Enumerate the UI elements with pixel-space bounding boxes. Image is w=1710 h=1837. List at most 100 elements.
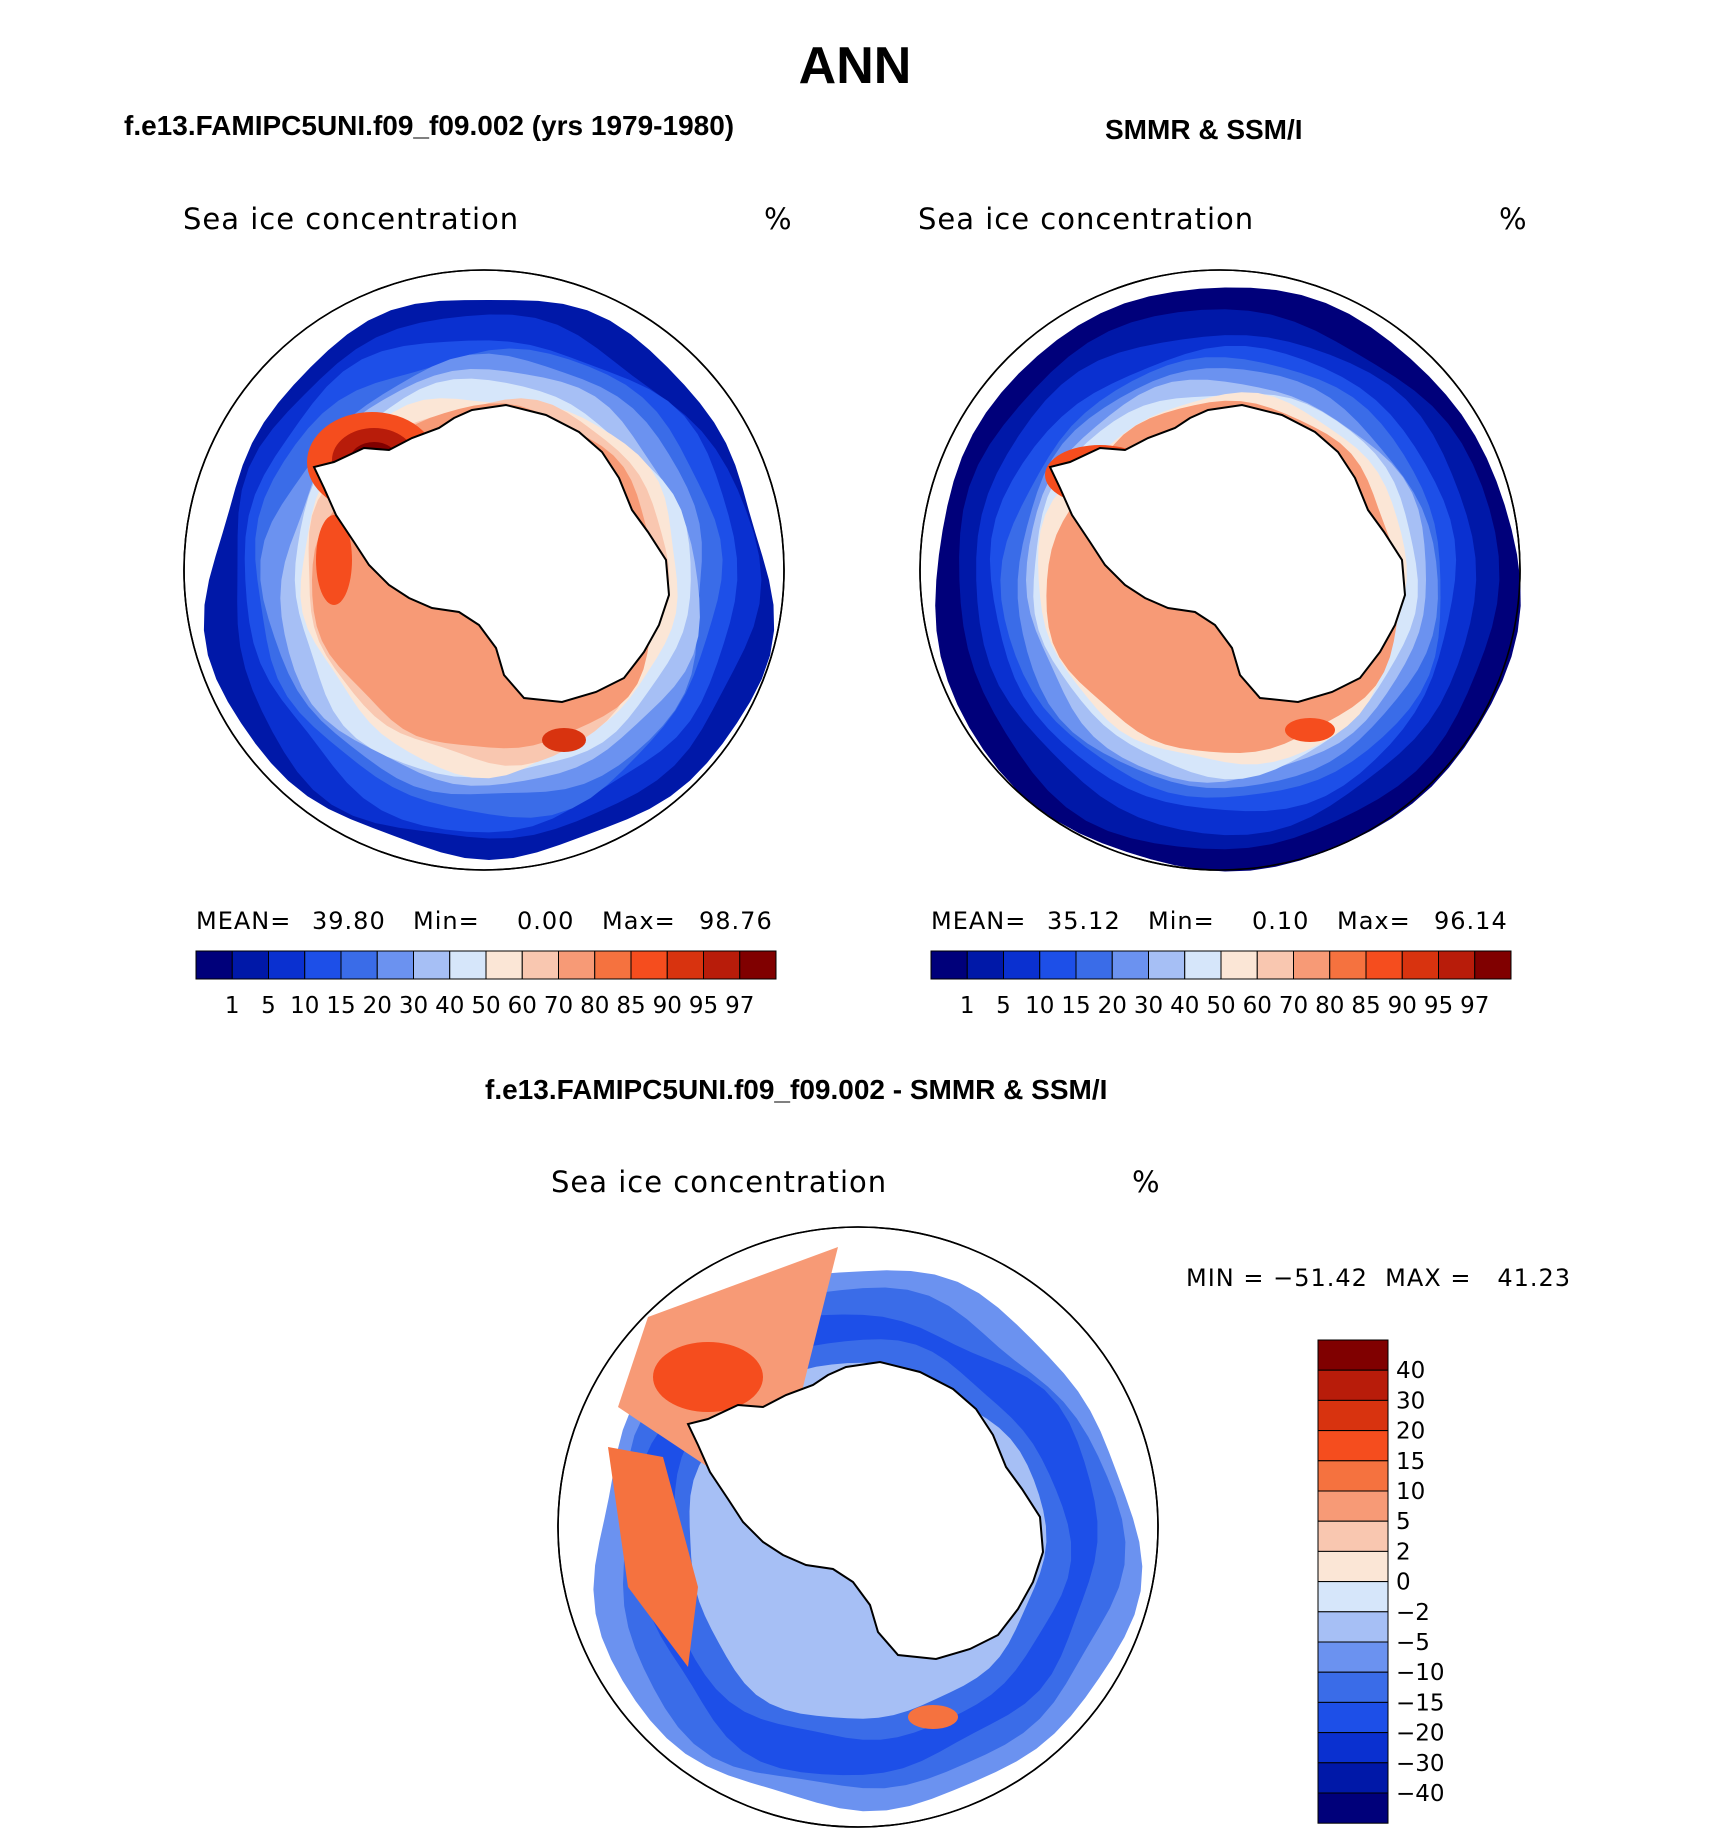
model-colorbar-label-3: 10 [290,993,319,1019]
obs-colorbar-label-12: 85 [1351,993,1380,1019]
diff-colorbar-box-10 [1317,1611,1389,1643]
diff-ross-positive [908,1705,958,1729]
model-colorbar-box-5 [340,950,378,980]
obs-colorbar-box-2 [966,950,1004,980]
obs-colorbar-box-15 [1438,950,1476,980]
field-label-model: Sea ice concentration [183,202,520,236]
model-colorbar-box-6 [376,950,414,980]
diff-colorbar-label-4: 15 [1396,1449,1425,1475]
obs-colorbar-box-1 [930,950,968,980]
model-ross-maximum [542,728,586,752]
obs-antarctica-coastline [1048,403,1407,704]
diff-colorbar-box-2 [1317,1369,1389,1401]
diff-colorbar-label-13: −20 [1396,1721,1445,1747]
model-colorbar-box-7 [413,950,451,980]
obs-colorbar-label-13: 90 [1388,993,1417,1019]
obs-colorbar-label-7: 40 [1170,993,1199,1019]
diff-colorbar-label-11: −10 [1396,1660,1445,1686]
model-antarctica-coastline [312,403,671,704]
model-colorbar-label-6: 30 [399,993,428,1019]
model-colorbar-box-15 [703,950,741,980]
obs-colorbar-box-13 [1365,950,1403,980]
obs-colorbar-label-5: 20 [1098,993,1127,1019]
model-peninsula-maximum [316,515,352,605]
diff-colorbar-box-12 [1317,1671,1389,1703]
diff-map-outline [557,1226,1159,1828]
stat-min-value-obs: 0.10 [1252,907,1310,935]
obs-colorbar-label-4: 15 [1061,993,1090,1019]
obs-colorbar-box-6 [1111,950,1149,980]
diff-colorbar-box-7 [1317,1520,1389,1552]
obs-colorbar-label-14: 95 [1424,993,1453,1019]
obs-colorbar-box-14 [1401,950,1439,980]
obs-colorbar-label-2: 5 [996,993,1011,1019]
field-label-obs: Sea ice concentration [918,202,1255,236]
diff-colorbar-box-3 [1317,1399,1389,1432]
model-colorbar-box-4 [304,950,342,980]
diff-colorbar-box-14 [1317,1732,1389,1764]
diff-colorbar-box-11 [1317,1641,1389,1673]
model-colorbar-label-4: 15 [326,993,355,1019]
obs-colorbar-label-8: 50 [1206,993,1235,1019]
model-colorbar-box-9 [485,950,523,980]
diff-antarctica-coastline [686,1360,1045,1661]
model-colorbar-box-3 [268,950,306,980]
obs-colorbar-box-3 [1003,950,1041,980]
stat-max-label-model: Max= [602,907,676,935]
stat-min-value-model: 0.00 [517,907,575,935]
diff-colorbar-label-8: 0 [1396,1570,1411,1596]
obs-colorbar-box-8 [1184,950,1222,980]
model-colorbar-box-13 [630,950,668,980]
diff-weddell-positive-core [653,1342,763,1412]
model-colorbar-label-8: 50 [471,993,500,1019]
stat-mean-value-model: 39.80 [312,907,386,935]
obs-colorbar-label-11: 80 [1315,993,1344,1019]
diff-colorbar-label-1: 40 [1396,1358,1425,1384]
model-map-outline [183,269,785,871]
obs-colorbar-box-16 [1474,950,1512,980]
obs-ross-maximum [1285,718,1335,742]
model-colorbar-label-5: 20 [363,993,392,1019]
obs-colorbar-box-10 [1256,950,1294,980]
diff-colorbar-label-2: 30 [1396,1388,1425,1414]
obs-colorbar-label-1: 1 [960,993,975,1019]
obs-colorbar-box-4 [1039,950,1077,980]
diff-colorbar-label-10: −5 [1396,1630,1430,1656]
diff-colorbar-label-14: −30 [1396,1751,1445,1777]
panel-heading-model: f.e13.FAMIPC5UNI.f09_f09.002 (yrs 1979-1… [124,110,735,141]
obs-colorbar-label-6: 30 [1134,993,1163,1019]
diff-peninsula-positive [608,1447,698,1667]
model-colorbar-label-9: 60 [508,993,537,1019]
stat-max-label-obs: Max= [1337,907,1411,935]
stat-max-value-obs: 96.14 [1434,907,1508,935]
units-label-obs: % [1499,202,1528,236]
stat-max-value-model: 98.76 [699,907,773,935]
model-colorbar-label-15: 97 [725,993,754,1019]
model-colorbar-box-14 [666,950,704,980]
diff-colorbar-label-5: 10 [1396,1479,1425,1505]
model-colorbar-label-1: 1 [225,993,240,1019]
model-colorbar-box-11 [558,950,596,980]
obs-colorbar-label-3: 10 [1025,993,1054,1019]
obs-colorbar-label-9: 60 [1243,993,1272,1019]
model-map [183,269,785,871]
model-colorbar-label-7: 40 [435,993,464,1019]
stat-min-label-obs: Min= [1148,907,1215,935]
stat-mean-label-model: MEAN= [196,907,292,935]
diff-colorbar-label-7: 2 [1396,1539,1411,1565]
diff-map [557,1226,1159,1828]
diff-colorbar-box-16 [1317,1792,1389,1824]
model-colorbar-label-10: 70 [544,993,573,1019]
obs-colorbar-box-9 [1220,950,1258,980]
model-colorbar-box-2 [231,950,269,980]
diff-colorbar-label-6: 5 [1396,1509,1411,1535]
diff-colorbar-label-9: −2 [1396,1600,1430,1626]
diff-colorbar-box-4 [1317,1430,1389,1462]
obs-colorbar-box-12 [1329,950,1367,980]
model-colorbar-box-8 [449,950,487,980]
model-colorbar-box-16 [739,950,777,980]
diff-colorbar-label-3: 20 [1396,1419,1425,1445]
figure-title: ANN [798,37,912,95]
panel-heading-obs: SMMR & SSM/I [1105,114,1303,145]
